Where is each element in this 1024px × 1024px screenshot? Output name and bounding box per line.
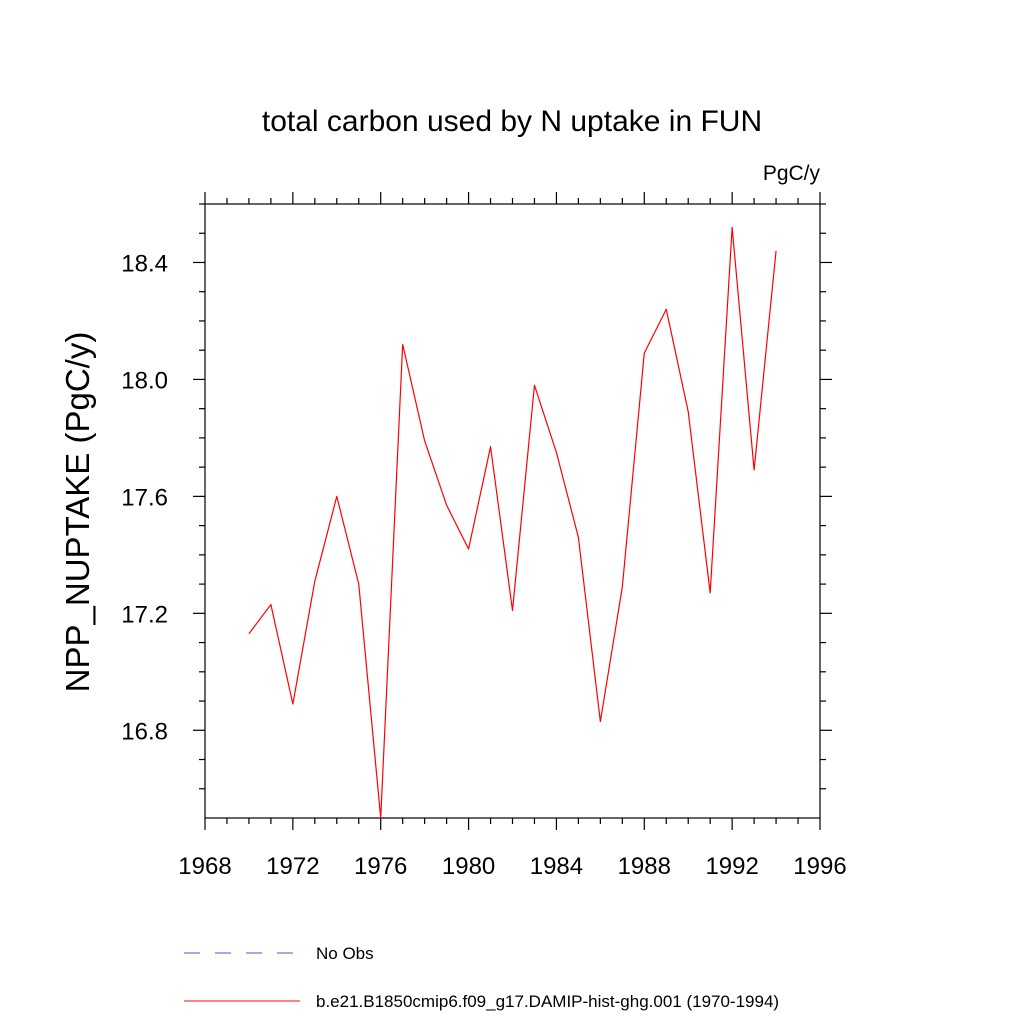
series-layer	[248, 226, 777, 819]
x-tick-label: 1976	[354, 853, 407, 880]
axis-ticks	[193, 192, 832, 830]
legend-label-series: b.e21.B1850cmip6.f09_g17.DAMIP-hist-ghg.…	[316, 992, 779, 1011]
series-line	[248, 226, 777, 819]
legend: No Obs b.e21.B1850cmip6.f09_g17.DAMIP-hi…	[184, 944, 779, 1011]
x-tick-label: 1992	[705, 853, 758, 880]
chart-title: total carbon used by N uptake in FUN	[262, 105, 762, 138]
x-tick-label: 1972	[266, 853, 319, 880]
x-tick-label: 1968	[178, 853, 231, 880]
y-tick-label: 16.8	[121, 718, 168, 745]
x-tick-label: 1980	[442, 853, 495, 880]
legend-label-no-obs: No Obs	[316, 944, 374, 963]
tick-labels: 1968 1972 1976 1980 1984 1988 1992 1996 16.8 17.2…	[121, 250, 846, 880]
x-tick-label: 1996	[793, 853, 846, 880]
y-axis-label: NPP_NUPTAKE (PgC/y)	[59, 332, 96, 693]
units-label: PgC/y	[763, 162, 821, 185]
y-tick-label: 17.6	[121, 484, 168, 511]
x-tick-label: 1988	[618, 853, 671, 880]
y-tick-label: 18.0	[121, 367, 168, 394]
y-tick-label: 17.2	[121, 601, 168, 628]
x-tick-label: 1984	[530, 853, 583, 880]
y-tick-label: 18.4	[121, 250, 168, 277]
